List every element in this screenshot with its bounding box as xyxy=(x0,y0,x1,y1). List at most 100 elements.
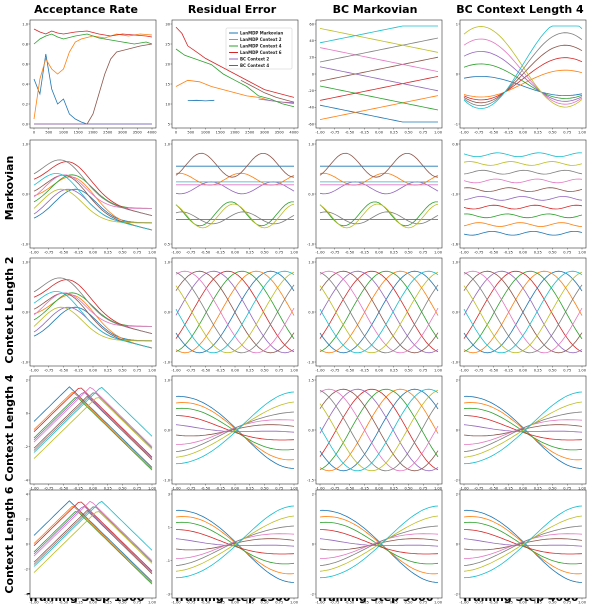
x-tick-label: -1.00 xyxy=(29,601,39,605)
x-tick-label: 0.00 xyxy=(375,601,384,605)
x-tick-label: 0.00 xyxy=(375,251,384,255)
policy-curve xyxy=(33,176,153,231)
x-tick-label: -1.00 xyxy=(315,487,325,491)
x-tick-label: 0.50 xyxy=(118,251,127,255)
policy-curve xyxy=(463,402,583,461)
policy-curve xyxy=(319,389,439,472)
policy-curve xyxy=(463,187,583,193)
x-tick-label: 0.00 xyxy=(375,369,384,373)
policy-curve xyxy=(319,211,439,225)
legend-box xyxy=(225,27,293,70)
x-tick-label: -0.75 xyxy=(330,251,339,255)
policy-curve xyxy=(463,411,583,452)
policy-curve xyxy=(33,511,153,573)
policy-curve xyxy=(319,538,439,551)
y-tick-label: 10 xyxy=(165,102,170,106)
policy-curve xyxy=(319,388,439,472)
y-tick-label: 0 xyxy=(456,542,459,546)
y-tick-label: 0 xyxy=(26,412,29,416)
legend-entry: LanMDP Markovian xyxy=(229,31,283,36)
x-tick-label: -0.50 xyxy=(489,487,499,491)
x-tick-label: 1.00 xyxy=(290,369,299,373)
policy-curve xyxy=(463,270,583,354)
y-tick-label: -40 xyxy=(308,106,315,110)
policy-curve xyxy=(463,76,583,96)
policy-curve xyxy=(175,538,295,547)
policy-curve xyxy=(463,515,583,572)
policy-curve xyxy=(463,32,583,107)
x-tick-label: 1.00 xyxy=(148,601,157,605)
policy-curve xyxy=(463,161,583,166)
x-tick-label: -0.25 xyxy=(504,487,513,491)
policy-curve xyxy=(319,515,439,572)
y-tick-label: 60 xyxy=(309,22,314,26)
x-tick-label: 0.50 xyxy=(260,251,269,255)
x-tick-label: -0.50 xyxy=(59,369,69,373)
policy-curve xyxy=(33,506,153,565)
policy-curve xyxy=(175,516,295,575)
x-tick-label: -0.50 xyxy=(59,601,69,605)
policy-curve xyxy=(175,401,295,458)
y-tick-label: 0.0 xyxy=(22,310,28,314)
x-tick-label: 1.00 xyxy=(434,251,443,255)
y-tick-label: 1 xyxy=(168,526,170,530)
x-tick-label: -1.00 xyxy=(171,601,181,605)
x-tick-label: 0.25 xyxy=(246,601,254,605)
series-line xyxy=(33,28,153,38)
x-tick-label: -0.25 xyxy=(504,369,513,373)
policy-curve xyxy=(33,386,153,453)
policy-curve xyxy=(319,95,439,120)
y-tick-label: -2 xyxy=(310,592,314,596)
policy-curve xyxy=(33,291,153,349)
x-tick-label: -0.25 xyxy=(216,487,225,491)
panel-frame xyxy=(315,19,443,129)
x-tick-label: 1.00 xyxy=(148,487,157,491)
x-tick-label: 0.00 xyxy=(89,601,98,605)
y-tick-label: -1.5 xyxy=(307,478,314,482)
x-tick-label: -1.00 xyxy=(29,369,39,373)
y-tick-label: 2 xyxy=(456,378,458,382)
x-tick-label: 2500 xyxy=(103,131,113,135)
policy-curve xyxy=(319,270,439,354)
y-tick-label: 1.0 xyxy=(22,260,28,264)
policy-curve xyxy=(463,25,583,109)
x-tick-label: 0.25 xyxy=(246,251,254,255)
policy-curve xyxy=(33,306,152,342)
y-tick-label: 0.5 xyxy=(164,242,170,246)
x-tick-label: 1500 xyxy=(216,131,226,135)
policy-curve xyxy=(175,271,295,354)
col-title-2: Residual Error xyxy=(188,3,277,16)
x-tick-label: 0 xyxy=(33,131,36,135)
x-tick-label: -0.25 xyxy=(360,251,369,255)
policy-curve xyxy=(319,270,439,354)
x-tick-label: 1.00 xyxy=(434,131,443,135)
x-tick-label: 2000 xyxy=(88,131,98,135)
policy-curve xyxy=(175,270,295,353)
x-tick-label: 0.50 xyxy=(548,369,557,373)
x-tick-label: 0.25 xyxy=(390,251,398,255)
policy-curve xyxy=(463,391,583,465)
col-title-3: BC Markovian xyxy=(333,3,418,16)
x-tick-label: -0.75 xyxy=(44,487,53,491)
policy-curve xyxy=(463,26,583,108)
x-tick-label: 0.50 xyxy=(260,601,269,605)
x-tick-label: 0.75 xyxy=(133,251,141,255)
x-tick-label: 0.25 xyxy=(104,251,112,255)
policy-curve xyxy=(33,505,153,584)
x-tick-label: 1.00 xyxy=(290,251,299,255)
policy-curve xyxy=(463,270,583,354)
y-tick-label: 0.0 xyxy=(308,428,314,432)
row-label-context-2: Context Length 2 xyxy=(3,256,16,363)
x-tick-label: 0.75 xyxy=(419,251,427,255)
policy-curve xyxy=(320,533,439,559)
y-tick-label: 0.6 xyxy=(22,62,28,66)
policy-curve xyxy=(33,159,153,216)
policy-curve xyxy=(319,538,439,547)
y-tick-label: -1.0 xyxy=(451,192,459,196)
policy-curve xyxy=(463,231,583,236)
x-tick-label: 1000 xyxy=(59,131,69,135)
x-tick-label: 1.00 xyxy=(290,487,299,491)
policy-curve xyxy=(175,424,295,437)
policy-curve xyxy=(463,270,583,354)
